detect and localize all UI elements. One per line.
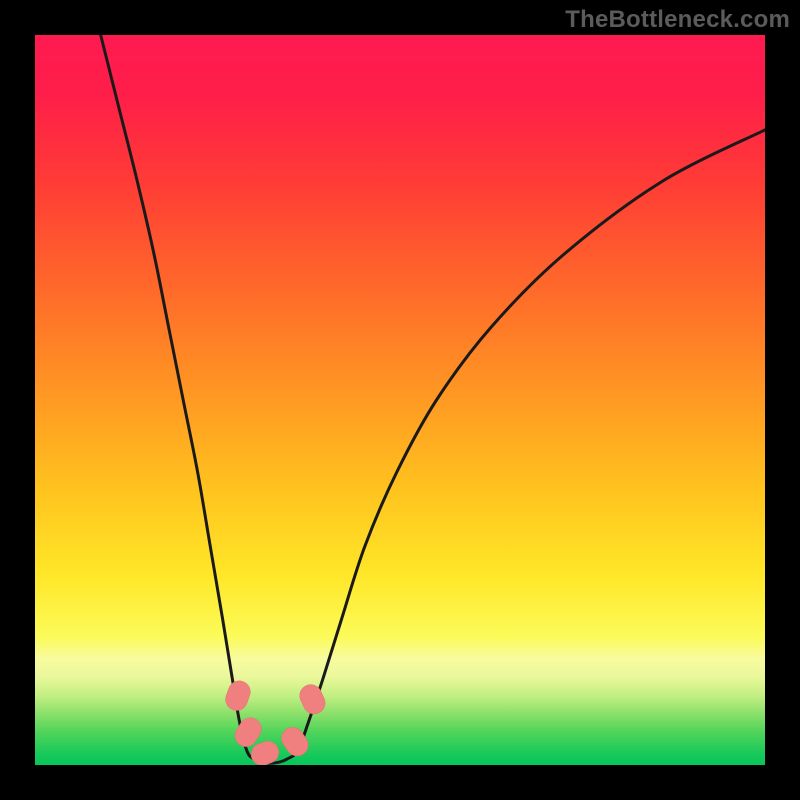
gradient-background <box>35 35 765 765</box>
plot-area <box>35 35 765 765</box>
watermark-text: TheBottleneck.com <box>565 6 790 34</box>
chart-svg <box>35 35 765 765</box>
stage: TheBottleneck.com <box>0 0 800 800</box>
